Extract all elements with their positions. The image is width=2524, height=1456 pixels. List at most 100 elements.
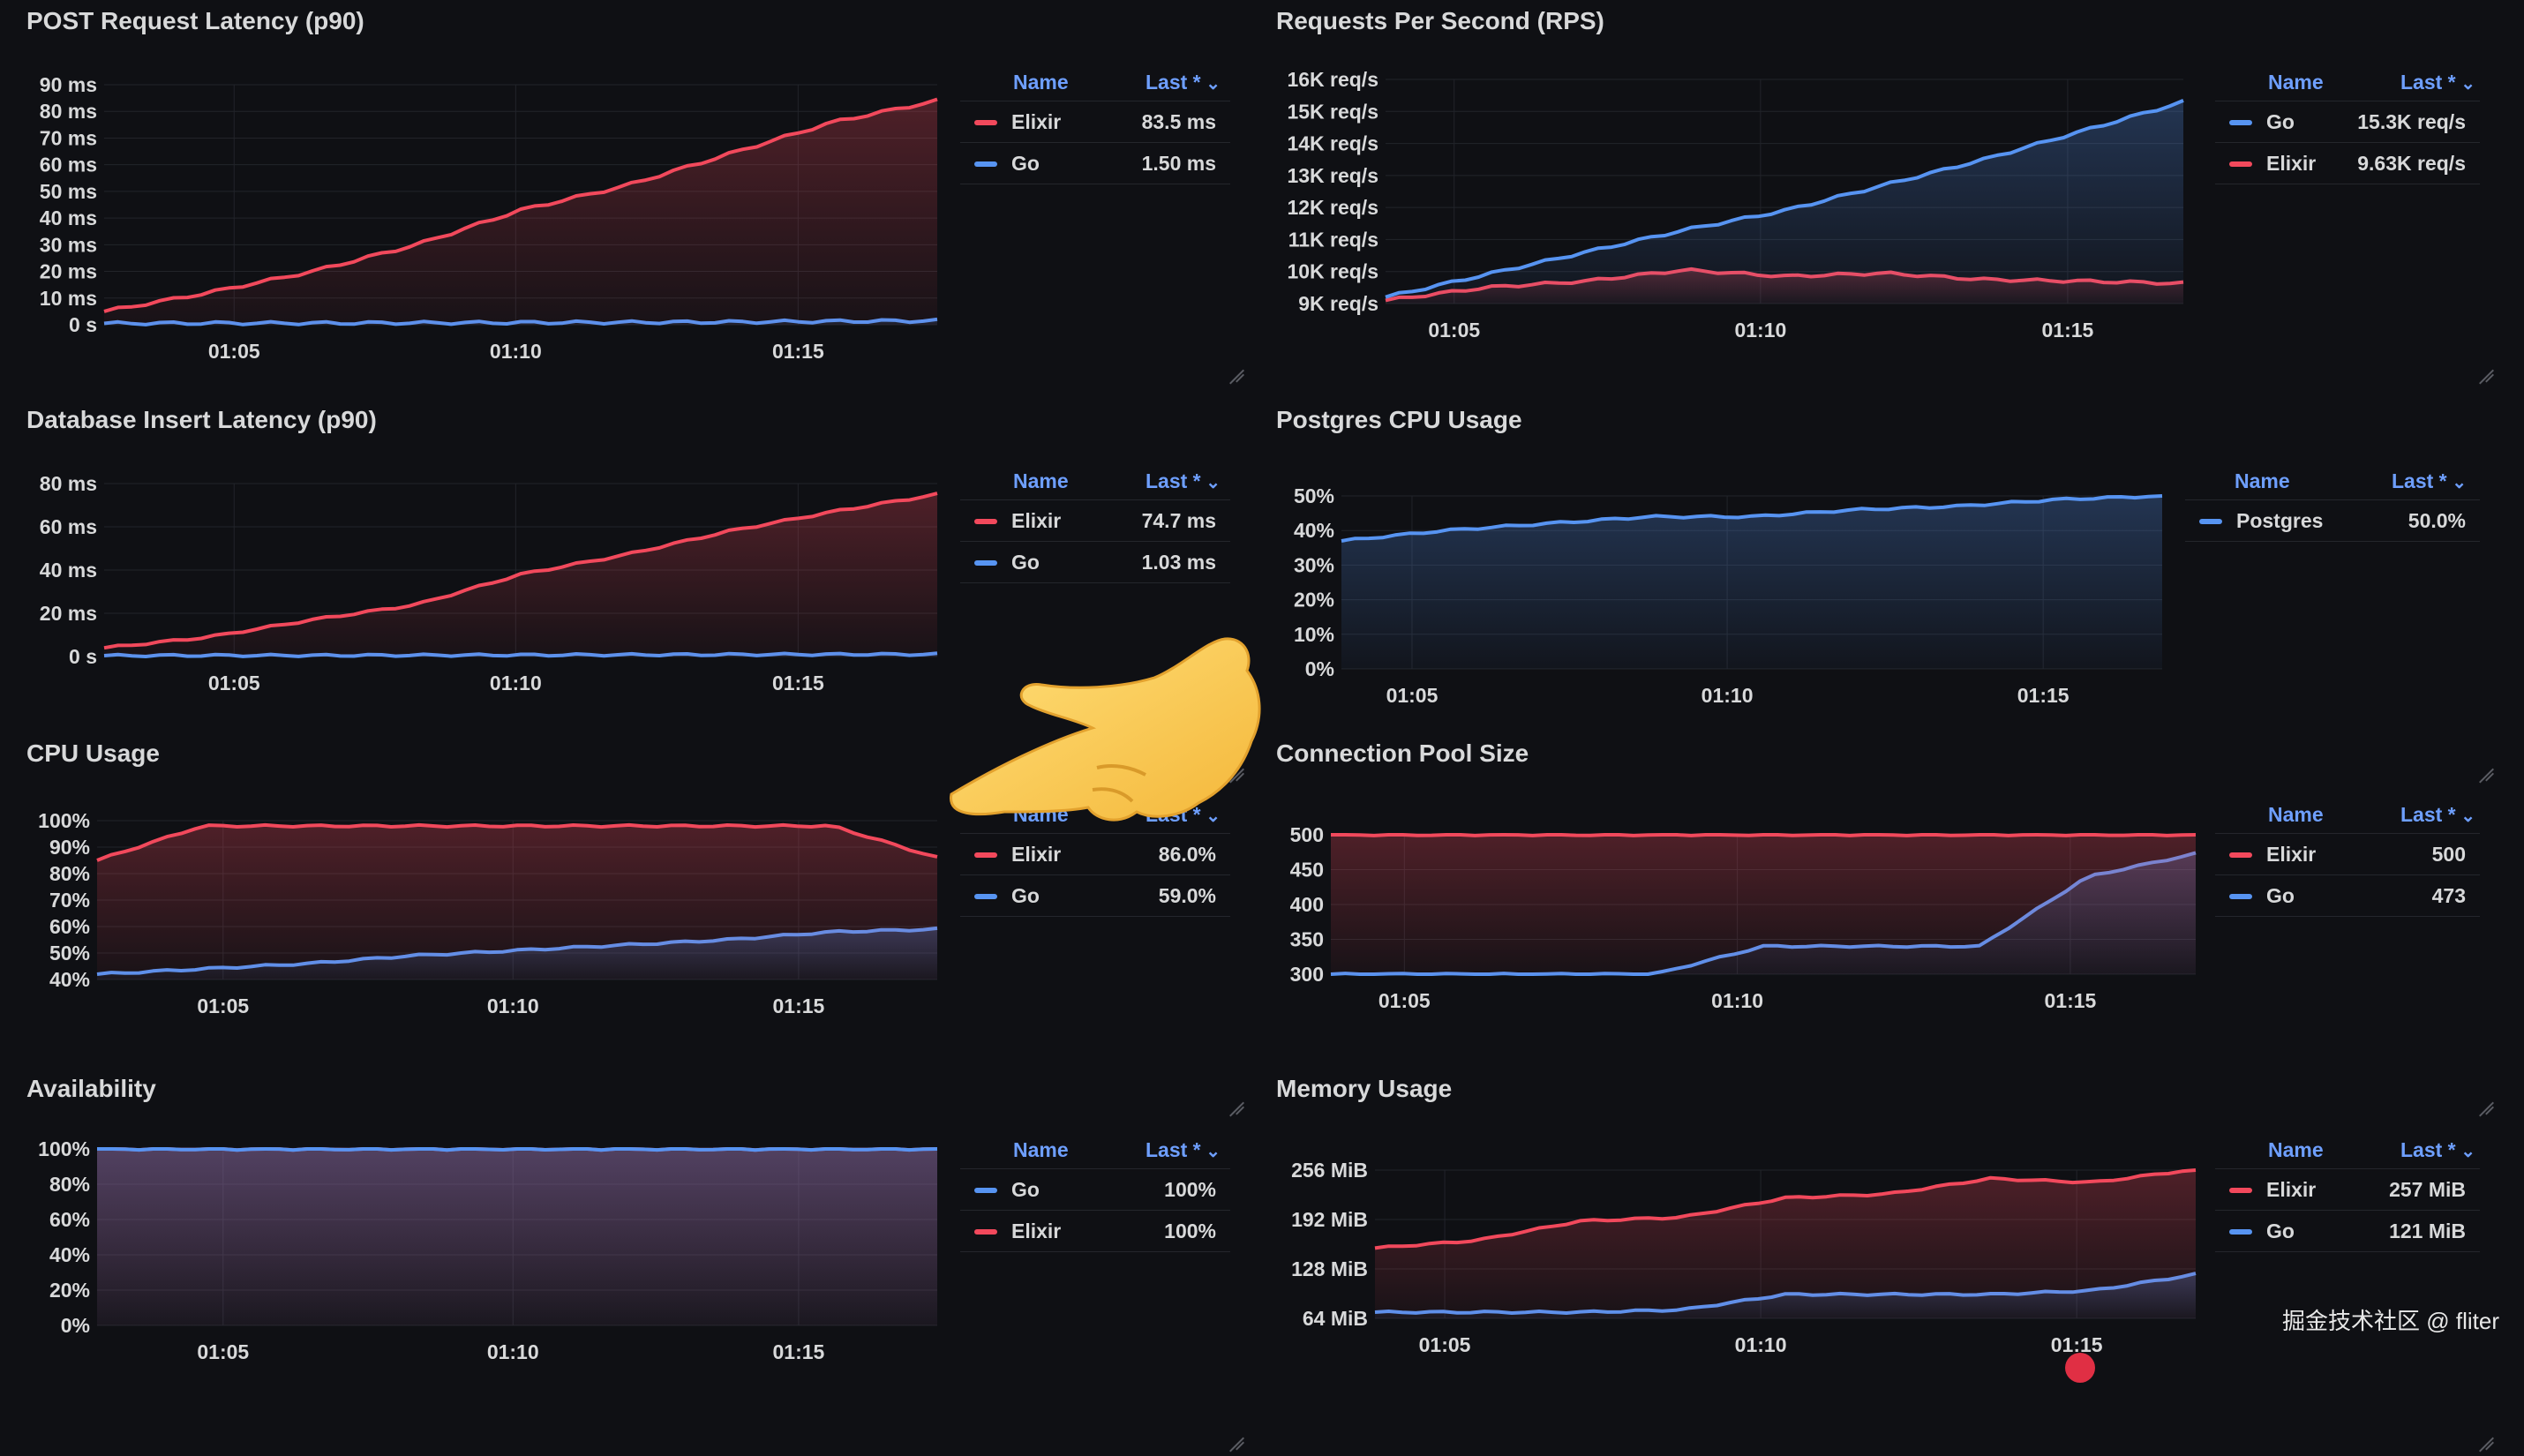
legend-last-value: 100% xyxy=(1164,1178,1216,1201)
x-tick-label: 01:05 xyxy=(208,672,260,694)
legend-row[interactable]: Go 59.0% xyxy=(960,875,1230,917)
chart-cpu: 100% 90% 80% 70% 60% 50% 40% 01:05 01:10 01:15 xyxy=(38,809,938,1017)
legend-table: Name Last * ⌄ Go 15.3K req/s Elixir 9.63K req… xyxy=(2215,62,2480,184)
series-line-go[interactable] xyxy=(1385,99,2184,299)
y-tick-label: 70% xyxy=(49,889,90,912)
chevron-down-icon: ⌄ xyxy=(2455,807,2475,826)
panel-cpu[interactable]: CPU Usage 100% 90% 80% 70% 60% 50% 40% 01:05 01:1… xyxy=(0,732,1244,1121)
legend-name-header[interactable]: Name xyxy=(1013,469,1069,492)
panel-resize-handle[interactable] xyxy=(2478,355,2494,371)
legend-last-value: 257 MiB xyxy=(2389,1178,2466,1201)
chart-conn-pool: 500 450 400 350 300 01:05 01:10 01:15 xyxy=(1290,823,2197,1012)
series-color-swatch xyxy=(974,1229,997,1235)
chart-pg-cpu: 50% 40% 30% 20% 10% 0% 01:05 01:10 01:15 xyxy=(1294,484,2163,707)
series-line-elixir[interactable] xyxy=(103,492,938,650)
legend-name-header[interactable]: Name xyxy=(1013,1138,1069,1161)
series-line-go[interactable] xyxy=(97,1147,938,1152)
panel-title[interactable]: Requests Per Second (RPS) xyxy=(1276,7,1604,34)
y-tick-label: 350 xyxy=(1290,928,1324,951)
legend-row[interactable]: Elixir 83.5 ms xyxy=(960,101,1230,143)
panel-memory[interactable]: Memory Usage 256 MiB 192 MiB 128 MiB 64 MiB 0… xyxy=(1250,1068,2494,1456)
series-line-elixir[interactable] xyxy=(1374,1168,2197,1250)
x-tick-label: 01:05 xyxy=(208,340,260,363)
legend-row[interactable]: Go 15.3K req/s xyxy=(2215,101,2480,143)
y-tick-label: 9K req/s xyxy=(1298,292,1378,315)
chevron-down-icon: ⌄ xyxy=(2446,473,2467,492)
legend-last-value: 50.0% xyxy=(2408,509,2466,532)
legend-table: Name Last * ⌄ Elixir 500 Go 473 xyxy=(2215,794,2480,917)
panel-post-latency[interactable]: POST Request Latency (p90) 90 ms 80 ms 70 m… xyxy=(0,0,1244,388)
legend-row[interactable]: Elixir 86.0% xyxy=(960,834,1230,875)
panel-conn-pool[interactable]: Connection Pool Size 500 450 400 350 300 01:05… xyxy=(1250,732,2494,1121)
legend-name-header[interactable]: Name xyxy=(2268,803,2324,826)
legend-row[interactable]: Postgres 50.0% xyxy=(2185,500,2480,542)
legend-row[interactable]: Elixir 500 xyxy=(2215,834,2480,875)
legend-row[interactable]: Elixir 9.63K req/s xyxy=(2215,143,2480,184)
y-tick-label: 50% xyxy=(49,942,90,964)
legend-last-header[interactable]: Last * ⌄ xyxy=(2400,71,2475,94)
series-line-elixir[interactable] xyxy=(1331,833,2197,837)
panel-title[interactable]: POST Request Latency (p90) xyxy=(26,7,364,34)
chart-rps: 16K req/s 15K req/s 14K req/s 13K req/s 12K … xyxy=(1287,68,2184,341)
legend-last-header[interactable]: Last * ⌄ xyxy=(2400,803,2475,827)
legend-row[interactable]: Elixir 257 MiB xyxy=(2215,1169,2480,1211)
chevron-down-icon: ⌄ xyxy=(1200,1142,1221,1161)
legend-table: Name Last * ⌄ Elixir 257 MiB Go 121 MiB xyxy=(2215,1130,2480,1252)
y-tick-label: 30% xyxy=(1294,553,1334,576)
legend-row[interactable]: Go 1.50 ms xyxy=(960,143,1230,184)
panel-title[interactable]: Connection Pool Size xyxy=(1276,739,1529,767)
panel-availability[interactable]: Availability 100% 80% 60% 40% 20% 0% 01:05 01:10… xyxy=(0,1068,1244,1456)
panel-title[interactable]: CPU Usage xyxy=(26,739,160,767)
y-tick-label: 40% xyxy=(1294,519,1334,542)
legend-name-header[interactable]: Name xyxy=(2268,71,2324,94)
legend-series-name: Elixir xyxy=(2266,843,2317,866)
legend-row[interactable]: Go 473 xyxy=(2215,875,2480,917)
series-line-elixir[interactable] xyxy=(103,97,938,313)
y-tick-label: 80 ms xyxy=(40,100,97,123)
y-tick-label: 100% xyxy=(38,809,90,832)
legend-row[interactable]: Elixir 100% xyxy=(960,1211,1230,1252)
panel-title[interactable]: Postgres CPU Usage xyxy=(1276,406,1522,433)
x-tick-label: 01:05 xyxy=(1386,684,1439,707)
legend-header: Name Last * ⌄ xyxy=(2215,62,2480,101)
panel-title[interactable]: Memory Usage xyxy=(1276,1075,1453,1102)
legend-name-header[interactable]: Name xyxy=(2235,469,2290,492)
legend-series-name: Postgres xyxy=(2236,509,2324,532)
series-line-elixir[interactable] xyxy=(96,822,938,862)
panel-title[interactable]: Availability xyxy=(26,1075,156,1102)
legend-last-label: Last * xyxy=(1146,1138,1201,1161)
legend-last-label: Last * xyxy=(2400,1138,2456,1161)
series-color-swatch xyxy=(2229,1229,2252,1235)
panel-resize-handle[interactable] xyxy=(1228,1422,1244,1438)
panel-db-latency[interactable]: Database Insert Latency (p90) 80 ms 60 ms 4… xyxy=(0,399,1244,787)
legend-last-header[interactable]: Last * ⌄ xyxy=(2392,469,2467,493)
x-tick-label: 01:05 xyxy=(1428,319,1480,341)
x-tick-label: 01:15 xyxy=(2051,1333,2103,1356)
x-tick-label: 01:10 xyxy=(490,340,542,363)
series-color-swatch xyxy=(974,1188,997,1193)
y-tick-label: 80 ms xyxy=(40,472,97,495)
series-color-swatch xyxy=(974,894,997,899)
legend-last-header[interactable]: Last * ⌄ xyxy=(1146,469,1221,493)
legend-row[interactable]: Go 121 MiB xyxy=(2215,1211,2480,1252)
y-tick-label: 20% xyxy=(49,1279,90,1302)
y-tick-label: 10 ms xyxy=(40,287,97,310)
panel-resize-handle[interactable] xyxy=(2478,1422,2494,1438)
chart-availability: 100% 80% 60% 40% 20% 0% 01:05 01:10 01:15 xyxy=(38,1137,938,1363)
panel-resize-handle[interactable] xyxy=(1228,355,1244,371)
chevron-down-icon: ⌄ xyxy=(2455,1142,2475,1161)
legend-row[interactable]: Go 100% xyxy=(960,1169,1230,1211)
legend-last-header[interactable]: Last * ⌄ xyxy=(1146,71,1221,94)
panel-rps[interactable]: Requests Per Second (RPS) 16K req/s 15K re… xyxy=(1250,0,2494,388)
legend-last-header[interactable]: Last * ⌄ xyxy=(2400,1138,2475,1162)
legend-name-header[interactable]: Name xyxy=(2268,1138,2324,1161)
panel-pg-cpu[interactable]: Postgres CPU Usage 50% 40% 30% 20% 10% 0% 01:05… xyxy=(1250,399,2494,787)
legend-row[interactable]: Go 1.03 ms xyxy=(960,542,1230,583)
series-color-swatch xyxy=(2229,120,2252,125)
legend-series-name: Go xyxy=(1011,152,1040,175)
legend-last-header[interactable]: Last * ⌄ xyxy=(1146,1138,1221,1162)
panel-title[interactable]: Database Insert Latency (p90) xyxy=(26,406,377,433)
series-line-postgres[interactable] xyxy=(1341,494,2163,543)
legend-row[interactable]: Elixir 74.7 ms xyxy=(960,500,1230,542)
legend-name-header[interactable]: Name xyxy=(1013,71,1069,94)
